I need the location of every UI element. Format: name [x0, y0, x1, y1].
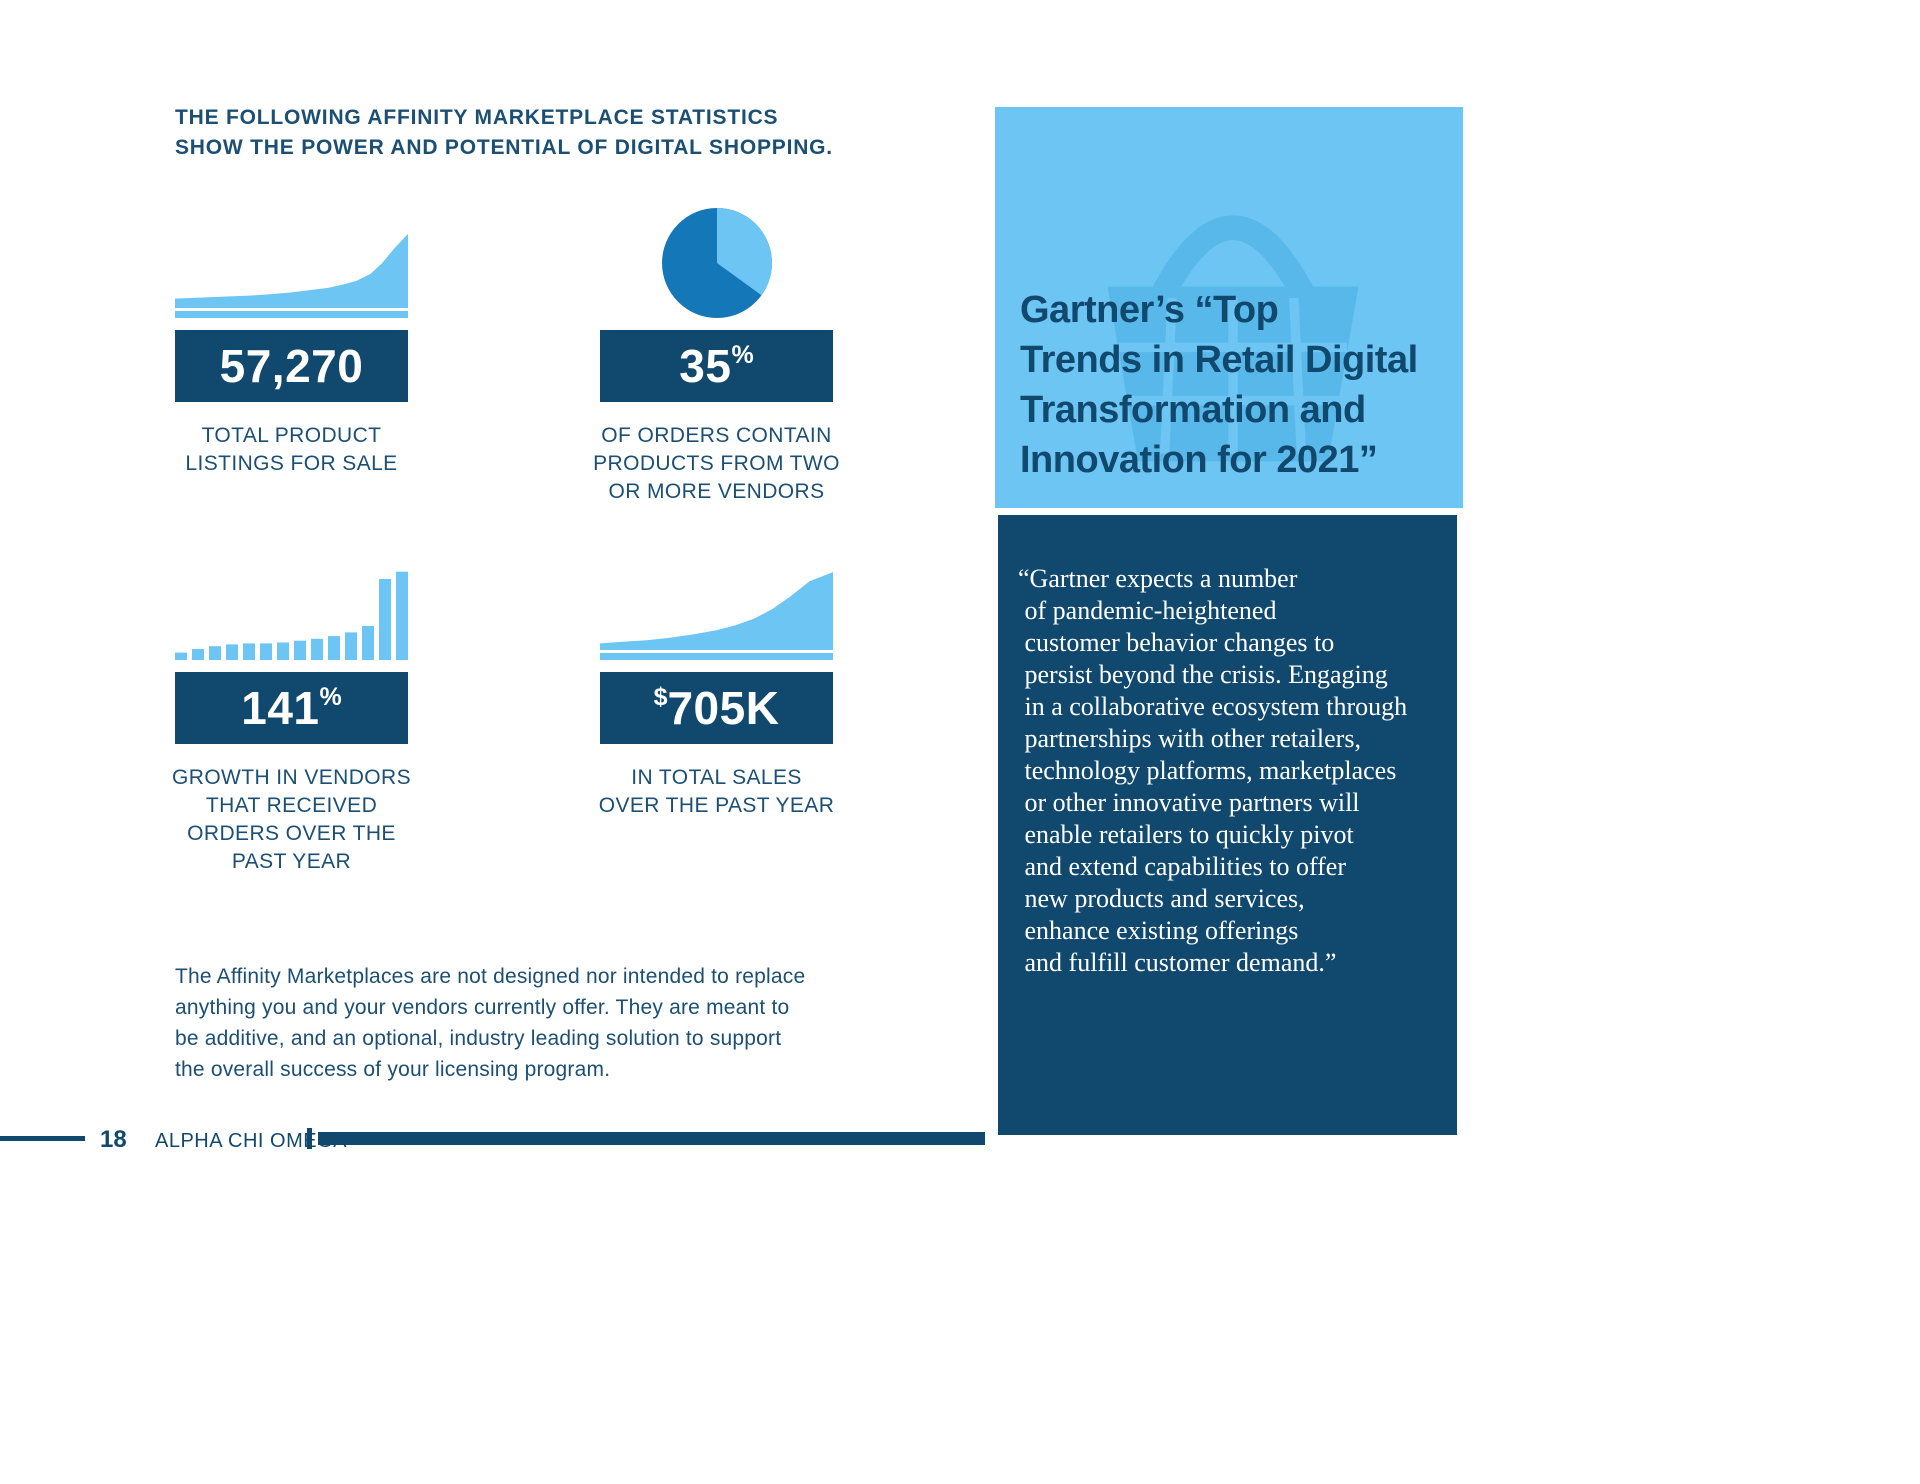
gartner-report-title: Gartner’s “Top Trends in Retail Digital …	[1020, 289, 1418, 481]
disclaimer-text: The Affinity Marketplaces are not design…	[175, 965, 806, 1081]
stat-value-banner: $705K	[600, 672, 833, 744]
gartner-quote-text: “Gartner expects a number of pandemic-he…	[1018, 564, 1408, 977]
stat-caption: IN TOTAL SALES OVER THE PAST YEAR	[598, 766, 835, 817]
footer-rule-right	[318, 1132, 985, 1145]
area-chart-sales	[600, 568, 833, 660]
stat-caption: TOTAL PRODUCT LISTINGS FOR SALE	[185, 424, 398, 475]
stat-prefix: $	[653, 682, 668, 711]
footer-rule-left	[0, 1136, 85, 1141]
stat-block-vendor-growth: 141% GROWTH IN VENDORS THAT RECEIVED ORD…	[172, 568, 411, 876]
stat-value-banner: 141%	[175, 672, 408, 744]
shopping-basket-icon	[1107, 215, 1359, 462]
pie-chart-orders	[661, 208, 772, 318]
gartner-quote-panel: “Gartner expects a number of pandemic-he…	[998, 515, 1457, 1135]
stat-value: 705K	[667, 682, 780, 734]
stat-value: 57,270	[219, 340, 364, 392]
page-number: 18	[100, 1126, 127, 1153]
stat-value-banner: 57,270	[175, 330, 408, 402]
stat-caption: OF ORDERS CONTAIN PRODUCTS FROM TWO OR M…	[593, 424, 840, 503]
area-chart-listings	[175, 230, 408, 318]
stat-suffix: %	[319, 682, 342, 711]
stat-block-listings: 57,270 TOTAL PRODUCT LISTINGS FOR SALE	[175, 230, 408, 478]
stat-value: 141	[241, 682, 320, 734]
stat-suffix: %	[731, 340, 754, 369]
stat-value-banner: 35%	[600, 330, 833, 402]
stat-caption: GROWTH IN VENDORS THAT RECEIVED ORDERS O…	[172, 766, 411, 873]
stat-block-sales: $705K IN TOTAL SALES OVER THE PAST YEAR	[598, 568, 835, 820]
brand-name: ALPHA CHI OMEGA	[155, 1130, 347, 1152]
stat-value: 35	[679, 340, 732, 392]
gartner-title-panel: Gartner’s “Top Trends in Retail Digital …	[995, 107, 1463, 508]
page-heading: THE FOLLOWING AFFINITY MARKETPLACE STATI…	[175, 106, 833, 159]
footer-bar-cap	[307, 1128, 312, 1149]
stat-block-orders: 35% OF ORDERS CONTAIN PRODUCTS FROM TWO …	[593, 208, 839, 506]
bar-chart-vendor-growth	[175, 568, 408, 660]
